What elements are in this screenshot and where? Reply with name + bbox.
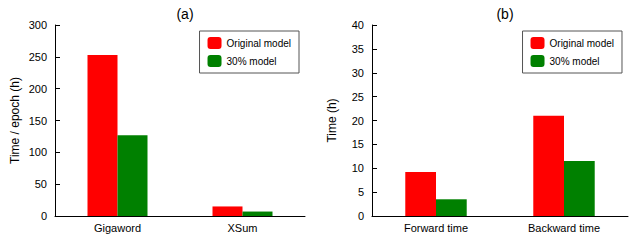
svg-text:Time (h): Time (h) xyxy=(325,98,339,142)
svg-text:XSum: XSum xyxy=(228,222,258,234)
svg-text:20: 20 xyxy=(352,115,364,127)
svg-text:35: 35 xyxy=(352,43,364,55)
svg-text:200: 200 xyxy=(29,83,47,95)
svg-text:30% model: 30% model xyxy=(227,56,277,67)
svg-text:Original model: Original model xyxy=(227,38,291,49)
svg-text:40: 40 xyxy=(352,19,364,31)
svg-text:150: 150 xyxy=(29,115,47,127)
svg-text:0: 0 xyxy=(41,210,47,222)
svg-text:50: 50 xyxy=(35,178,47,190)
svg-text:Time / epoch (h): Time / epoch (h) xyxy=(8,77,22,164)
svg-text:Original model: Original model xyxy=(550,38,614,49)
svg-text:(b): (b) xyxy=(496,6,513,22)
svg-text:30% model: 30% model xyxy=(550,56,600,67)
svg-text:0: 0 xyxy=(358,210,364,222)
svg-text:5: 5 xyxy=(358,186,364,198)
svg-text:300: 300 xyxy=(29,19,47,31)
svg-text:15: 15 xyxy=(352,138,364,150)
svg-text:25: 25 xyxy=(352,91,364,103)
svg-text:10: 10 xyxy=(352,162,364,174)
svg-text:Forward time: Forward time xyxy=(404,222,468,234)
svg-text:100: 100 xyxy=(29,146,47,158)
svg-text:Gigaword: Gigaword xyxy=(94,222,141,234)
svg-text:Backward time: Backward time xyxy=(528,222,600,234)
svg-text:250: 250 xyxy=(29,51,47,63)
svg-text:30: 30 xyxy=(352,67,364,79)
svg-text:(a): (a) xyxy=(176,6,193,22)
